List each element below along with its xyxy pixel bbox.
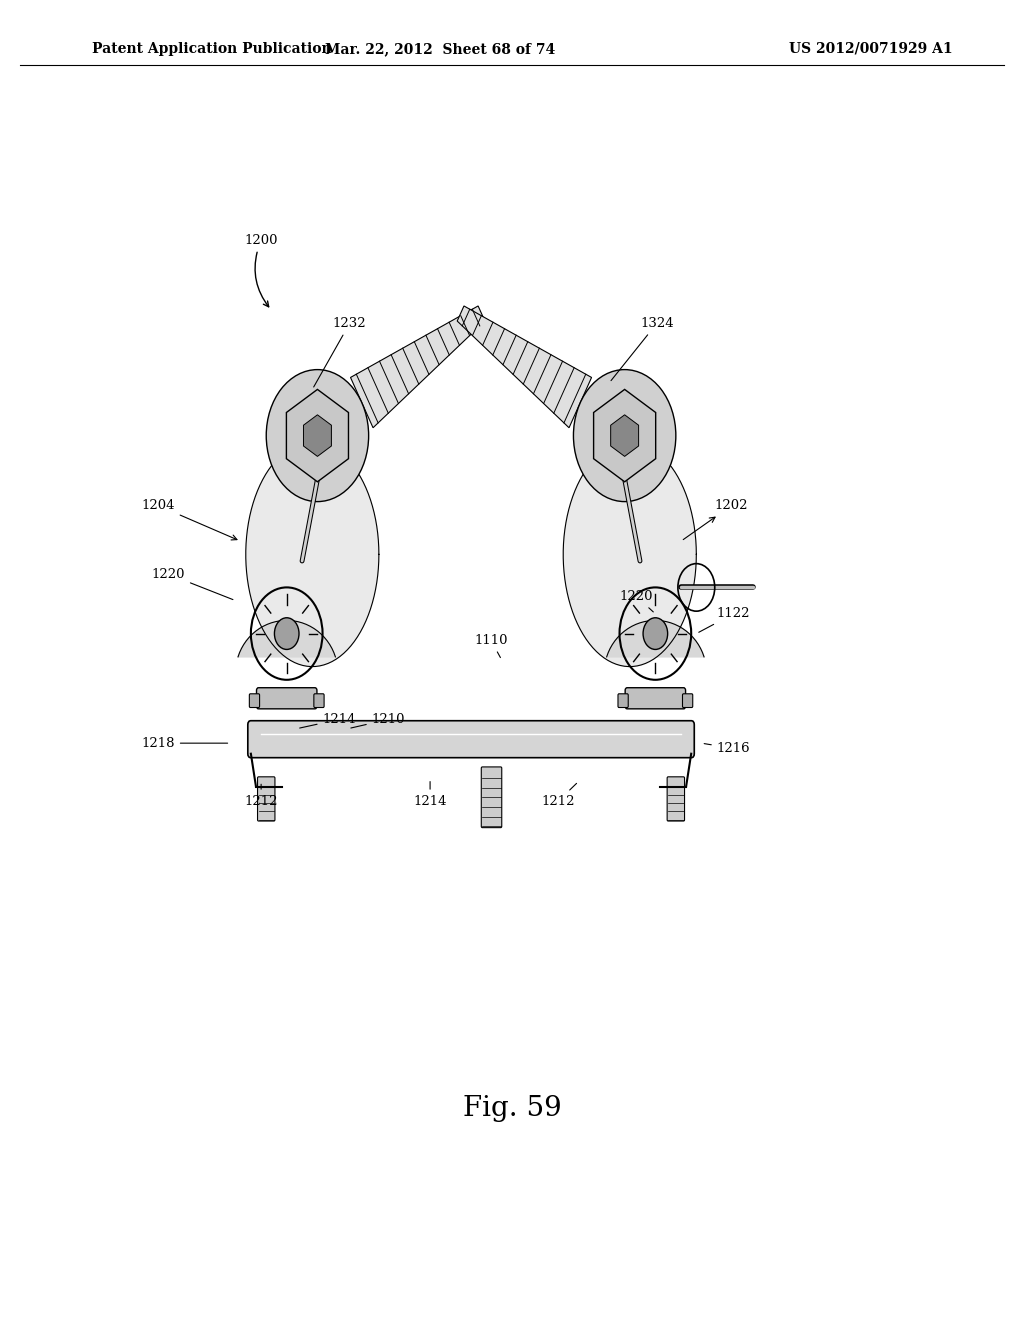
FancyBboxPatch shape [481,767,502,828]
Text: 1220: 1220 [620,590,653,612]
Circle shape [573,370,676,502]
Polygon shape [246,442,379,667]
Circle shape [266,370,369,502]
Text: 1220: 1220 [152,568,232,599]
FancyBboxPatch shape [682,694,692,708]
Text: 1212: 1212 [542,783,577,808]
Text: 1210: 1210 [351,713,406,729]
Text: 1216: 1216 [705,742,751,755]
Circle shape [274,618,299,649]
Text: 1324: 1324 [611,317,674,380]
Text: 1202: 1202 [683,499,749,540]
Polygon shape [457,306,592,428]
Text: Fig. 59: Fig. 59 [463,1096,561,1122]
Text: 1214: 1214 [414,781,446,808]
Circle shape [643,618,668,649]
FancyBboxPatch shape [313,694,324,708]
FancyBboxPatch shape [258,776,274,821]
Text: Patent Application Publication: Patent Application Publication [92,42,332,55]
FancyBboxPatch shape [248,721,694,758]
Text: 1232: 1232 [313,317,367,387]
Polygon shape [303,414,332,457]
Polygon shape [563,442,696,667]
FancyBboxPatch shape [618,694,629,708]
Text: 1200: 1200 [245,234,278,306]
Polygon shape [238,620,336,657]
Polygon shape [594,389,655,482]
Polygon shape [350,306,485,428]
Text: 1204: 1204 [141,499,237,540]
Text: Mar. 22, 2012  Sheet 68 of 74: Mar. 22, 2012 Sheet 68 of 74 [326,42,555,55]
Polygon shape [606,620,705,657]
Text: 1110: 1110 [474,634,508,657]
Polygon shape [610,414,639,457]
Text: 1214: 1214 [300,713,356,729]
FancyBboxPatch shape [256,688,316,709]
FancyBboxPatch shape [668,776,685,821]
Text: US 2012/0071929 A1: US 2012/0071929 A1 [788,42,952,55]
Text: 1218: 1218 [141,737,227,750]
FancyBboxPatch shape [625,688,686,709]
Polygon shape [287,389,348,482]
Text: 1212: 1212 [245,784,278,808]
Text: 1122: 1122 [698,607,751,632]
FancyBboxPatch shape [249,694,259,708]
